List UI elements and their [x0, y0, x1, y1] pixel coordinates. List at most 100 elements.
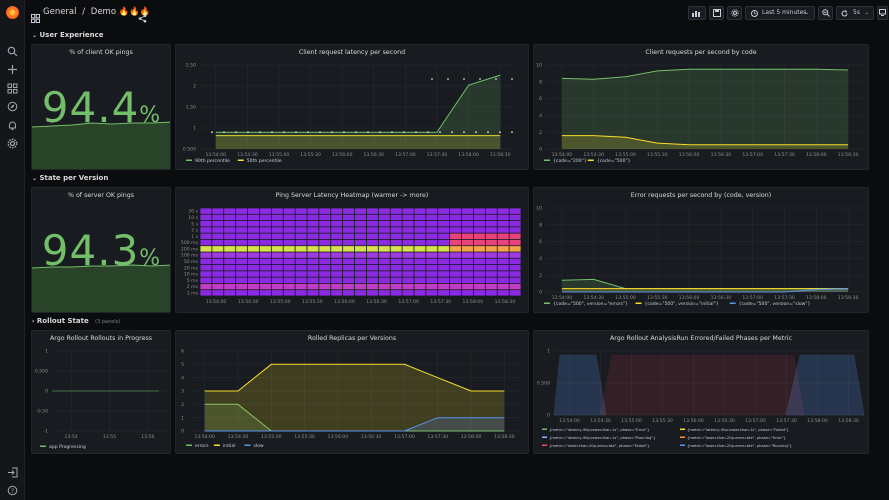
- x-tick-label: 13:57:00: [395, 152, 416, 158]
- heatmap-cell: [283, 283, 295, 290]
- heatmap-cell: [354, 252, 367, 258]
- sign-in-icon[interactable]: [7, 467, 18, 478]
- x-tick-label: 13:54: [65, 434, 78, 440]
- heatmap-cell: [331, 246, 343, 252]
- heatmap-cell: [331, 208, 343, 214]
- heatmap-cell: [236, 233, 248, 240]
- heatmap-cell: [354, 290, 367, 296]
- code-200-series-area: [561, 69, 849, 149]
- legend-label: slow: [253, 443, 263, 449]
- heatmap-cell: [331, 264, 343, 271]
- save-dashboard-button[interactable]: [709, 6, 724, 20]
- heatmap-cell: [461, 277, 474, 284]
- heatmap-cell: [247, 290, 260, 296]
- heatmap-cell: [295, 214, 307, 221]
- row-state-per-version[interactable]: ⌄ State per Version: [32, 174, 108, 182]
- tv-mode-button[interactable]: [877, 6, 888, 20]
- stat-unit: %: [139, 103, 161, 128]
- heatmap-cell: [319, 290, 331, 296]
- heatmap-cell: [283, 220, 295, 227]
- row-title: Rollout State: [36, 317, 89, 325]
- heatmap-cell: [247, 264, 260, 271]
- heatmap-cell: [331, 283, 343, 290]
- panel-requests-by-code[interactable]: Client requests per second by code 0 2 4 6 8…: [533, 44, 869, 170]
- heatmap-cell: [390, 290, 402, 296]
- exemplar-point: [367, 131, 369, 134]
- search-icon[interactable]: [7, 46, 18, 57]
- panel-server-ok-pings[interactable]: % of server OK pings 94.3%: [31, 187, 171, 313]
- heatmap-cell: [224, 283, 236, 290]
- heatmap-cell: [354, 208, 367, 214]
- clock-icon: [751, 10, 758, 22]
- y-tick-label: 6: [539, 239, 542, 245]
- row-rollout-state[interactable]: › Rollout State (3 panels): [32, 317, 120, 325]
- x-tick-label: 13:56:30: [711, 152, 732, 158]
- heatmap-cell: [485, 264, 497, 271]
- add-panel-button[interactable]: +: [688, 6, 706, 20]
- heatmap-cell: [200, 277, 212, 284]
- dashboards-icon[interactable]: [7, 83, 18, 94]
- panel-title: Ping Server Latency Heatmap (warmer -> m…: [275, 192, 429, 199]
- legend-label: initial: [223, 443, 236, 449]
- share-icon[interactable]: [138, 8, 147, 27]
- heatmap-cell: [366, 277, 378, 284]
- gear-icon[interactable]: [7, 138, 18, 149]
- heatmap-cell: [390, 277, 402, 284]
- panel-rolled-replicas[interactable]: Rolled Replicas per Versions 0 1 2 3 4 5 6 13:5…: [175, 330, 529, 454]
- heatmap-cell: [438, 264, 450, 271]
- plus-icon[interactable]: [7, 64, 18, 75]
- time-range-picker[interactable]: Last 5 minutes ⌄: [745, 6, 815, 20]
- panel-title: Error requests per second by (code, vers…: [630, 192, 772, 199]
- explore-icon[interactable]: [7, 101, 18, 112]
- y-tick-label: 2: [539, 130, 542, 136]
- heatmap-cell: [438, 214, 450, 221]
- legend-label: {code="200"}: [553, 158, 587, 164]
- rps-graph: 0 2 4 6 8 10 13:54:00 13:54:30 13:55:00 13:55:30 1…: [536, 63, 864, 164]
- y-tick-label: 10: [536, 206, 542, 212]
- help-icon[interactable]: ?: [7, 485, 18, 496]
- heatmap-cell: [307, 233, 319, 240]
- heatmap-cell: [509, 283, 521, 290]
- heatmap-cell: [473, 208, 485, 214]
- heatmap-cell: [283, 271, 295, 277]
- heatmap-cell: [402, 271, 414, 277]
- panel-client-ok-pings[interactable]: % of client OK pings 94.4%: [31, 44, 171, 170]
- breadcrumb-folder[interactable]: General: [43, 7, 77, 17]
- exemplar-point: [283, 131, 285, 134]
- heatmap-cell: [283, 246, 295, 252]
- y-tick-label: 10: [536, 63, 542, 69]
- x-tick-label: 13:56:30: [361, 434, 382, 440]
- x-tick-label: 13:58:00: [458, 152, 479, 158]
- grafana-logo-icon[interactable]: [6, 6, 19, 19]
- heatmap-cell: [343, 252, 355, 258]
- zoom-out-button[interactable]: [818, 6, 833, 20]
- heatmap-cell: [450, 283, 462, 290]
- panel-latency-heatmap[interactable]: Ping Server Latency Heatmap (warmer -> m…: [175, 187, 529, 313]
- legend-label: {code="500", version="slow"}: [739, 301, 811, 307]
- heatmap-cell: [366, 227, 378, 233]
- heatmap-cell: [283, 208, 295, 214]
- heatmap-cell: [438, 220, 450, 227]
- heatmap-cell: [450, 252, 462, 258]
- heatmap-cell: [271, 277, 283, 284]
- chevron-down-icon: ⌄: [804, 10, 809, 16]
- heatmap-cell: [343, 283, 355, 290]
- heatmap-cell: [307, 208, 319, 214]
- alerting-bell-icon[interactable]: [7, 120, 18, 131]
- panel-client-latency[interactable]: Client request latency per second 0.500 1…: [175, 44, 529, 170]
- y-tick-label: 500 ms: [181, 240, 199, 246]
- panel-error-requests[interactable]: Error requests per second by (code, vers…: [533, 187, 869, 313]
- y-tick-label: 100 ms: [181, 253, 199, 259]
- heatmap-cell: [331, 227, 343, 233]
- y-tick-label: 200 ms: [181, 246, 199, 252]
- refresh-picker[interactable]: 5s ⌄: [836, 6, 874, 20]
- heatmap-cell: [319, 227, 331, 233]
- panel-analysisrun-phases[interactable]: Argo Rollout AnalysisRun Errored/Failed …: [533, 330, 869, 454]
- panel-argo-rollouts-in-progress[interactable]: Argo Rollout Rollouts in Progress -1 -0.5…: [31, 330, 171, 454]
- heatmap-cell: [366, 271, 378, 277]
- heatmap-cell: [283, 264, 295, 271]
- dashboard-settings-button[interactable]: [727, 6, 742, 20]
- dashboard-title[interactable]: Demo 🔥🔥🔥: [90, 7, 151, 17]
- heatmap-cell: [259, 208, 271, 214]
- row-user-experience[interactable]: ⌄ User Experience: [32, 31, 104, 39]
